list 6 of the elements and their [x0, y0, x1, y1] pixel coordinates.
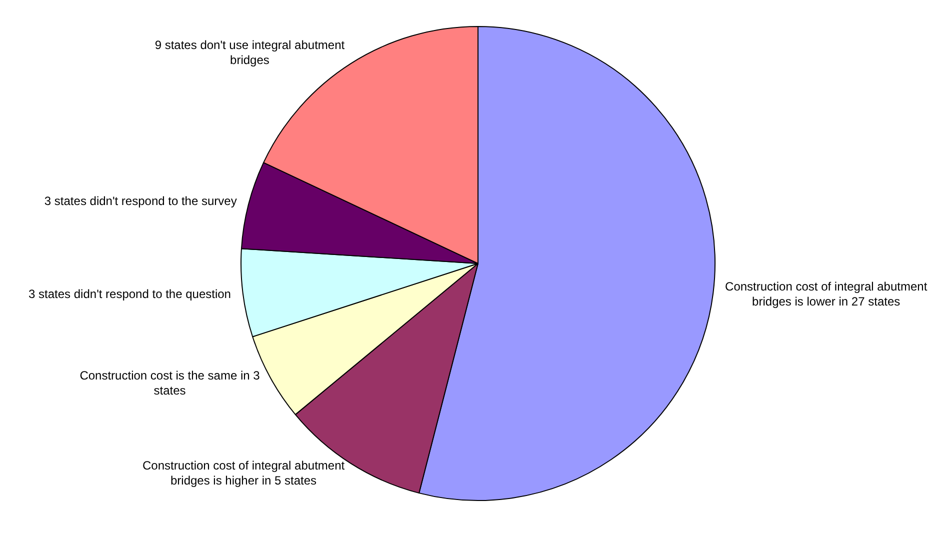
slice-label: Construction cost of integral abutment bridges is lower in 27 states — [725, 280, 928, 309]
slice-label: 3 states didn't respond to the question — [28, 287, 231, 302]
slice-label: Construction cost of integral abutment bridges is higher in 5 states — [142, 458, 346, 488]
slice-label: Construction cost is the same in 3 states — [80, 368, 260, 398]
slice-label: 3 states didn't respond to the survey — [44, 194, 237, 208]
slice-label: 9 states don't use integral abutment bridges — [154, 38, 346, 68]
